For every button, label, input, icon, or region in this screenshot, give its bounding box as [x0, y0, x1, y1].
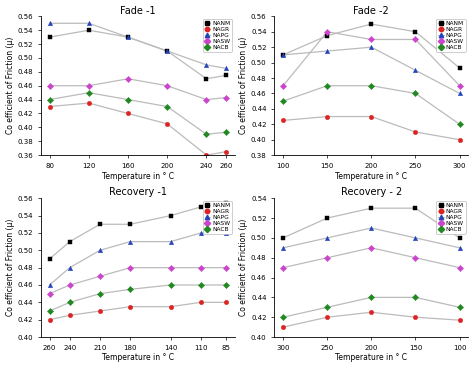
Title: Recovery - 2: Recovery - 2: [341, 187, 402, 198]
X-axis label: Temperature in ° C: Temperature in ° C: [102, 171, 174, 181]
Y-axis label: Co efficient of Friction (μ): Co efficient of Friction (μ): [6, 219, 15, 316]
Title: Recovery -1: Recovery -1: [109, 187, 167, 198]
Title: Fade -1: Fade -1: [120, 6, 155, 15]
Legend: NANM, NAGR, NAPG, NASW, NACB: NANM, NAGR, NAPG, NASW, NACB: [437, 201, 465, 234]
X-axis label: Temperature in ° C: Temperature in ° C: [335, 353, 407, 362]
Legend: NANM, NAGR, NAPG, NASW, NACB: NANM, NAGR, NAPG, NASW, NACB: [203, 201, 232, 234]
Y-axis label: Co efficient of Friction (μ): Co efficient of Friction (μ): [239, 37, 248, 134]
Title: Fade -2: Fade -2: [354, 6, 389, 15]
X-axis label: Temperature in ° C: Temperature in ° C: [102, 353, 174, 362]
Legend: NANM, NAGR, NAPG, NASW, NACB: NANM, NAGR, NAPG, NASW, NACB: [203, 19, 232, 52]
Legend: NANM, NAGR, NAPG, NASW, NACB: NANM, NAGR, NAPG, NASW, NACB: [437, 19, 465, 52]
X-axis label: Temperature in ° C: Temperature in ° C: [335, 171, 407, 181]
Y-axis label: Co efficient of Friction (μ): Co efficient of Friction (μ): [239, 219, 248, 316]
Y-axis label: Co efficient of Friction (μ): Co efficient of Friction (μ): [6, 37, 15, 134]
